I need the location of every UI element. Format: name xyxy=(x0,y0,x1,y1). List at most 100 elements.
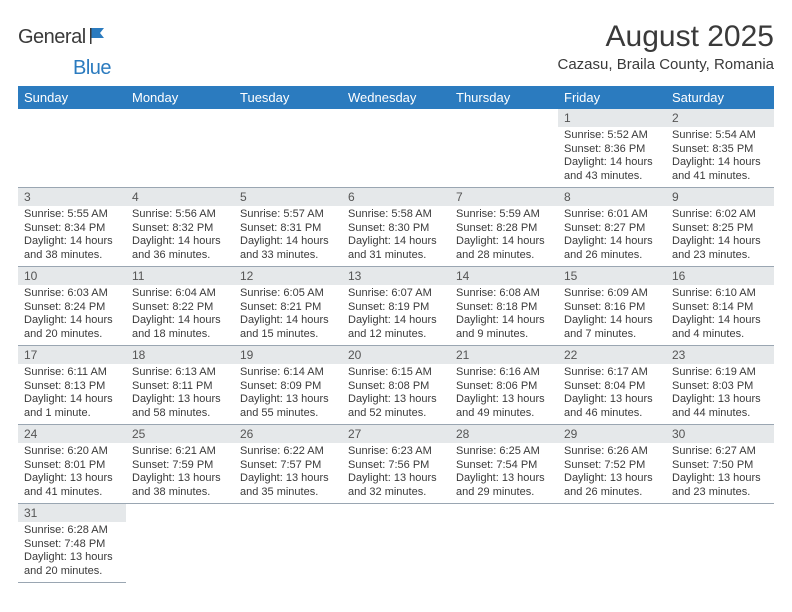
day-details: Sunrise: 6:27 AMSunset: 7:50 PMDaylight:… xyxy=(666,443,774,503)
calendar-day-cell: 15Sunrise: 6:09 AMSunset: 8:16 PMDayligh… xyxy=(558,267,666,346)
calendar-day-cell: 21Sunrise: 6:16 AMSunset: 8:06 PMDayligh… xyxy=(450,346,558,425)
day-number: 6 xyxy=(342,188,450,206)
day-number: 26 xyxy=(234,425,342,443)
sunrise-line: Sunrise: 6:21 AM xyxy=(132,445,228,459)
calendar-day-cell: 19Sunrise: 6:14 AMSunset: 8:09 PMDayligh… xyxy=(234,346,342,425)
day-header: Tuesday xyxy=(234,86,342,109)
daylight-line: Daylight: 14 hours and 9 minutes. xyxy=(456,314,552,341)
daylight-line: Daylight: 14 hours and 38 minutes. xyxy=(24,235,120,262)
daylight-line: Daylight: 14 hours and 15 minutes. xyxy=(240,314,336,341)
sunset-line: Sunset: 8:19 PM xyxy=(348,301,444,315)
month-title: August 2025 xyxy=(558,20,775,54)
sunset-line: Sunset: 7:52 PM xyxy=(564,459,660,473)
calendar-day-cell: 1Sunrise: 5:52 AMSunset: 8:36 PMDaylight… xyxy=(558,109,666,188)
day-details: Sunrise: 6:10 AMSunset: 8:14 PMDaylight:… xyxy=(666,285,774,345)
calendar-day-cell: 5Sunrise: 5:57 AMSunset: 8:31 PMDaylight… xyxy=(234,188,342,267)
sunset-line: Sunset: 7:50 PM xyxy=(672,459,768,473)
calendar-week-row: 24Sunrise: 6:20 AMSunset: 8:01 PMDayligh… xyxy=(18,425,774,504)
daylight-line: Daylight: 14 hours and 20 minutes. xyxy=(24,314,120,341)
sunset-line: Sunset: 8:21 PM xyxy=(240,301,336,315)
day-number: 25 xyxy=(126,425,234,443)
sunrise-line: Sunrise: 6:08 AM xyxy=(456,287,552,301)
calendar-day-cell: 28Sunrise: 6:25 AMSunset: 7:54 PMDayligh… xyxy=(450,425,558,504)
sunrise-line: Sunrise: 6:13 AM xyxy=(132,366,228,380)
sunset-line: Sunset: 8:36 PM xyxy=(564,143,660,157)
day-number: 21 xyxy=(450,346,558,364)
calendar-day-cell: 25Sunrise: 6:21 AMSunset: 7:59 PMDayligh… xyxy=(126,425,234,504)
day-details: Sunrise: 6:09 AMSunset: 8:16 PMDaylight:… xyxy=(558,285,666,345)
sunset-line: Sunset: 8:08 PM xyxy=(348,380,444,394)
day-details: Sunrise: 5:57 AMSunset: 8:31 PMDaylight:… xyxy=(234,206,342,266)
sunset-line: Sunset: 8:16 PM xyxy=(564,301,660,315)
logo-text-blue: Blue xyxy=(73,57,111,79)
daylight-line: Daylight: 13 hours and 35 minutes. xyxy=(240,472,336,499)
calendar-day-cell: 18Sunrise: 6:13 AMSunset: 8:11 PMDayligh… xyxy=(126,346,234,425)
day-details: Sunrise: 6:23 AMSunset: 7:56 PMDaylight:… xyxy=(342,443,450,503)
title-block: August 2025 Cazasu, Braila County, Roman… xyxy=(558,20,775,77)
daylight-line: Daylight: 13 hours and 23 minutes. xyxy=(672,472,768,499)
logo: General xyxy=(18,26,114,49)
daylight-line: Daylight: 14 hours and 31 minutes. xyxy=(348,235,444,262)
daylight-line: Daylight: 14 hours and 12 minutes. xyxy=(348,314,444,341)
daylight-line: Daylight: 14 hours and 33 minutes. xyxy=(240,235,336,262)
day-details: Sunrise: 6:14 AMSunset: 8:09 PMDaylight:… xyxy=(234,364,342,424)
sunset-line: Sunset: 8:25 PM xyxy=(672,222,768,236)
day-details: Sunrise: 6:21 AMSunset: 7:59 PMDaylight:… xyxy=(126,443,234,503)
sunrise-line: Sunrise: 5:58 AM xyxy=(348,208,444,222)
day-number: 23 xyxy=(666,346,774,364)
day-number: 2 xyxy=(666,109,774,127)
calendar-day-cell: 26Sunrise: 6:22 AMSunset: 7:57 PMDayligh… xyxy=(234,425,342,504)
calendar-day-cell: 2Sunrise: 5:54 AMSunset: 8:35 PMDaylight… xyxy=(666,109,774,188)
daylight-line: Daylight: 13 hours and 20 minutes. xyxy=(24,551,120,578)
calendar-day-cell: 14Sunrise: 6:08 AMSunset: 8:18 PMDayligh… xyxy=(450,267,558,346)
sunrise-line: Sunrise: 6:10 AM xyxy=(672,287,768,301)
day-details: Sunrise: 6:05 AMSunset: 8:21 PMDaylight:… xyxy=(234,285,342,345)
sunset-line: Sunset: 7:54 PM xyxy=(456,459,552,473)
day-number: 10 xyxy=(18,267,126,285)
day-number: 19 xyxy=(234,346,342,364)
sunset-line: Sunset: 8:31 PM xyxy=(240,222,336,236)
calendar-day-cell: 22Sunrise: 6:17 AMSunset: 8:04 PMDayligh… xyxy=(558,346,666,425)
calendar-empty-cell xyxy=(18,109,126,188)
flag-icon xyxy=(90,26,112,49)
sunrise-line: Sunrise: 5:55 AM xyxy=(24,208,120,222)
sunrise-line: Sunrise: 6:16 AM xyxy=(456,366,552,380)
calendar-day-cell: 27Sunrise: 6:23 AMSunset: 7:56 PMDayligh… xyxy=(342,425,450,504)
sunset-line: Sunset: 8:03 PM xyxy=(672,380,768,394)
daylight-line: Daylight: 13 hours and 32 minutes. xyxy=(348,472,444,499)
day-number: 7 xyxy=(450,188,558,206)
day-details: Sunrise: 6:26 AMSunset: 7:52 PMDaylight:… xyxy=(558,443,666,503)
daylight-line: Daylight: 14 hours and 18 minutes. xyxy=(132,314,228,341)
sunrise-line: Sunrise: 5:52 AM xyxy=(564,129,660,143)
day-details: Sunrise: 6:13 AMSunset: 8:11 PMDaylight:… xyxy=(126,364,234,424)
daylight-line: Daylight: 14 hours and 28 minutes. xyxy=(456,235,552,262)
sunset-line: Sunset: 8:13 PM xyxy=(24,380,120,394)
calendar-day-cell: 29Sunrise: 6:26 AMSunset: 7:52 PMDayligh… xyxy=(558,425,666,504)
sunrise-line: Sunrise: 6:07 AM xyxy=(348,287,444,301)
sunset-line: Sunset: 8:09 PM xyxy=(240,380,336,394)
calendar-body: 1 Sunrise: 5:52 AMSunset: 8:36 PM Daylight… xyxy=(18,109,774,583)
calendar-day-cell: 20Sunrise: 6:15 AMSunset: 8:08 PMDayligh… xyxy=(342,346,450,425)
day-number: 5 xyxy=(234,188,342,206)
day-details: Sunrise: 6:15 AMSunset: 8:08 PMDaylight:… xyxy=(342,364,450,424)
day-number: 9 xyxy=(666,188,774,206)
sunset-line: Sunset: 8:35 PM xyxy=(672,143,768,157)
sunset-line: Sunset: 8:06 PM xyxy=(456,380,552,394)
sunrise-line: Sunrise: 6:23 AM xyxy=(348,445,444,459)
day-number: 1 xyxy=(558,109,666,127)
daylight-line: Daylight: 13 hours and 46 minutes. xyxy=(564,393,660,420)
day-details: Sunrise: 6:22 AMSunset: 7:57 PMDaylight:… xyxy=(234,443,342,503)
calendar-day-cell: 3Sunrise: 5:55 AMSunset: 8:34 PMDaylight… xyxy=(18,188,126,267)
day-details: Sunrise: 6:07 AMSunset: 8:19 PMDaylight:… xyxy=(342,285,450,345)
day-number: 28 xyxy=(450,425,558,443)
day-number: 3 xyxy=(18,188,126,206)
calendar-week-row: 10Sunrise: 6:03 AMSunset: 8:24 PMDayligh… xyxy=(18,267,774,346)
calendar-week-row: 1Sunrise: 5:52 AMSunset: 8:36 PMDaylight… xyxy=(18,109,774,188)
daylight-line: Daylight: 14 hours and 23 minutes. xyxy=(672,235,768,262)
day-details: Sunrise: 6:25 AMSunset: 7:54 PMDaylight:… xyxy=(450,443,558,503)
day-header: Friday xyxy=(558,86,666,109)
sunset-line: Sunset: 8:24 PM xyxy=(24,301,120,315)
day-number: 30 xyxy=(666,425,774,443)
sunrise-line: Sunrise: 6:09 AM xyxy=(564,287,660,301)
calendar-empty-cell xyxy=(234,504,342,583)
